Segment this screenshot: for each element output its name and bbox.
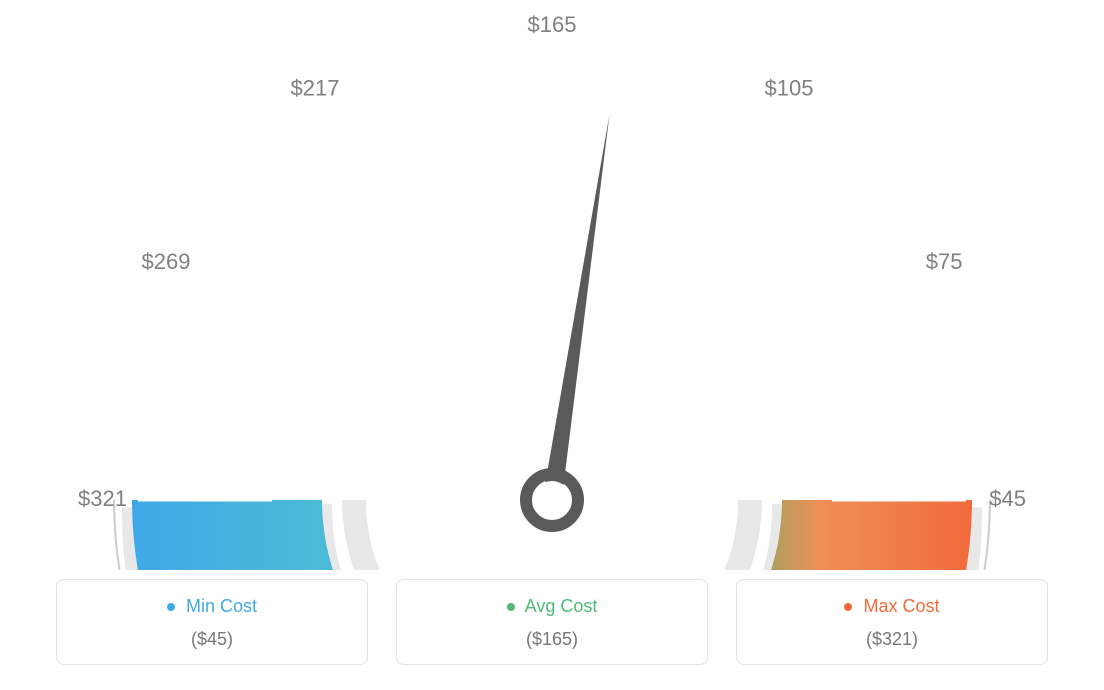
gauge-svg: $45 $75 $105 $165 $217 $269 $321 [62, 10, 1042, 570]
legend-label-text: Min Cost [186, 596, 257, 616]
legend-label-text: Avg Cost [525, 596, 598, 616]
svg-text:$269: $269 [142, 249, 191, 274]
legend-row: Min Cost ($45) Avg Cost ($165) Max Cost … [0, 579, 1104, 665]
dot-icon [507, 603, 515, 611]
legend-label-avg: Avg Cost [397, 596, 707, 617]
legend-value-max: ($321) [737, 629, 1047, 650]
legend-label-min: Min Cost [57, 596, 367, 617]
svg-text:$321: $321 [78, 486, 127, 511]
cost-gauge-widget: $45 $75 $105 $165 $217 $269 $321 Min Cost ($45… [0, 0, 1104, 690]
dot-icon [844, 603, 852, 611]
svg-text:$45: $45 [989, 486, 1026, 511]
legend-card-min: Min Cost ($45) [56, 579, 368, 665]
legend-value-avg: ($165) [397, 629, 707, 650]
svg-text:$217: $217 [291, 76, 340, 101]
dot-icon [167, 603, 175, 611]
svg-text:$75: $75 [926, 249, 963, 274]
svg-text:$165: $165 [528, 12, 577, 37]
legend-card-avg: Avg Cost ($165) [396, 579, 708, 665]
gauge: $45 $75 $105 $165 $217 $269 $321 [62, 10, 1042, 575]
legend-value-min: ($45) [57, 629, 367, 650]
legend-label-max: Max Cost [737, 596, 1047, 617]
legend-label-text: Max Cost [863, 596, 939, 616]
legend-card-max: Max Cost ($321) [736, 579, 1048, 665]
svg-text:$105: $105 [765, 76, 814, 101]
